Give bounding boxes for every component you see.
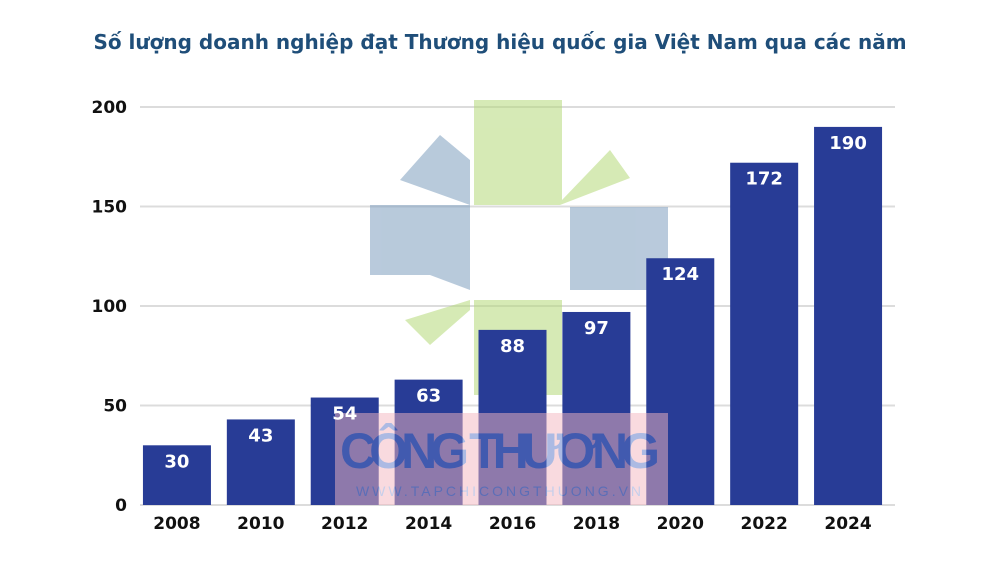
axis-ticks: 0 50 100 150 200 2008 2010 2012 2014 2016 2018 2020… [92, 98, 872, 534]
x-tick-label: 2010 [237, 514, 284, 534]
x-tick-label: 2018 [573, 514, 620, 534]
data-label-2010: 43 [248, 425, 273, 446]
chart-title: Số lượng doanh nghiệp đạt Thương hiệu qu… [93, 30, 907, 54]
y-tick-label: 200 [92, 98, 128, 118]
y-tick-label: 100 [92, 297, 128, 317]
data-label-2020: 124 [661, 264, 699, 285]
logo-petal-right [570, 207, 668, 290]
data-label-2024: 190 [829, 133, 867, 154]
y-tick-label: 0 [115, 496, 127, 516]
y-tick-label: 50 [103, 397, 127, 417]
bar-2024 [814, 126, 883, 506]
bar-2010 [226, 419, 295, 505]
data-label-2012: 54 [332, 404, 357, 425]
y-tick-label: 150 [92, 198, 128, 218]
logo-petal-left [370, 135, 470, 290]
data-label-2018: 97 [584, 318, 609, 339]
x-tick-label: 2024 [824, 514, 871, 534]
data-label-2014: 63 [416, 386, 441, 407]
data-label-2008: 30 [164, 451, 189, 472]
x-tick-label: 2008 [153, 514, 200, 534]
data-labels: 30 43 54 63 88 97 124 172 190 [164, 133, 866, 472]
watermark-text: CÔNG THƯƠNG WWW.TAPCHICONGTHUONG.VN [335, 413, 668, 505]
data-label-2022: 172 [745, 169, 783, 190]
bar-2008 [142, 445, 211, 505]
x-tick-label: 2022 [741, 514, 788, 534]
x-tick-label: 2020 [657, 514, 704, 534]
logo-petal-top [474, 100, 630, 205]
x-tick-label: 2014 [405, 514, 452, 534]
watermark-url: WWW.TAPCHICONGTHUONG.VN [356, 483, 644, 499]
x-tick-label: 2012 [321, 514, 368, 534]
bar-2022 [730, 162, 799, 505]
data-label-2016: 88 [500, 336, 525, 357]
watermark-brand: CÔNG THƯƠNG [340, 422, 660, 479]
watermark-bg [335, 413, 668, 505]
x-tick-label: 2016 [489, 514, 536, 534]
